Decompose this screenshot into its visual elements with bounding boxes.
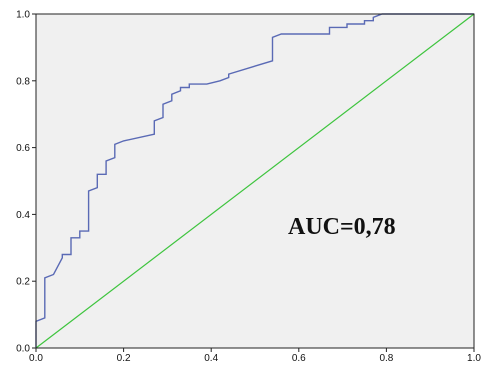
y-tick-label: 0.0 [16, 344, 30, 355]
x-tick-label: 0.4 [204, 353, 218, 364]
x-tick-label: 0.0 [29, 353, 43, 364]
plot-frame [35, 13, 475, 349]
y-axis-ticks: 0.0 0.2 0.4 0.6 0.8 1.0 [16, 10, 36, 355]
roc-curve-line [35, 13, 474, 348]
y-tick-label: 1.0 [16, 10, 30, 21]
x-tick-label: 1.0 [467, 353, 481, 364]
auc-annotation: AUC=0,78 [288, 214, 396, 240]
series-group [35, 13, 475, 349]
y-tick-label: 0.8 [16, 76, 30, 87]
x-tick-label: 0.8 [379, 353, 393, 364]
y-tick-label: 0.6 [16, 143, 30, 154]
x-tick-label: 0.6 [292, 353, 306, 364]
reference-diagonal-line [35, 13, 475, 349]
y-tick-label: 0.4 [16, 210, 30, 221]
x-tick-label: 0.2 [117, 353, 131, 364]
y-tick-label: 0.2 [16, 277, 30, 288]
x-axis-ticks: 0.0 0.2 0.4 0.6 0.8 1.0 [29, 348, 481, 364]
